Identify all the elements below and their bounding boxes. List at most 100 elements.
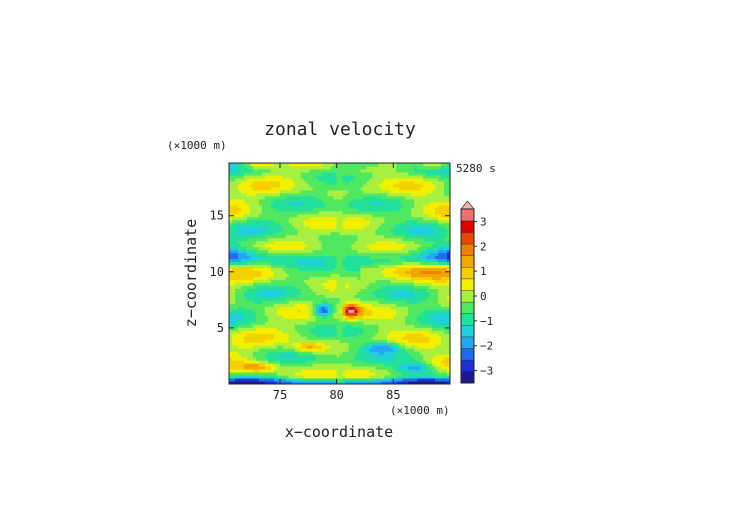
- heatmap-cell: [315, 360, 320, 364]
- heatmap-cell: [342, 207, 346, 212]
- heatmap-cell: [246, 195, 251, 200]
- heatmap-cell: [369, 297, 373, 301]
- heatmap-cell: [387, 297, 391, 301]
- heatmap-cell: [348, 285, 352, 289]
- heatmap-cell: [276, 291, 281, 295]
- heatmap-cell: [229, 192, 233, 197]
- heatmap-cell: [369, 351, 373, 355]
- heatmap-cell: [408, 252, 412, 257]
- heatmap-cell: [417, 264, 421, 269]
- heatmap-cell: [357, 300, 361, 304]
- heatmap-cell: [351, 333, 355, 337]
- heatmap-cell: [261, 294, 266, 298]
- heatmap-cell: [408, 288, 412, 292]
- heatmap-cell: [405, 345, 409, 349]
- heatmap-cell: [294, 201, 299, 206]
- heatmap-cell: [405, 372, 409, 376]
- heatmap-cell: [339, 189, 343, 194]
- heatmap-cell: [426, 330, 430, 334]
- heatmap-cell: [252, 345, 257, 349]
- heatmap-cell: [279, 369, 284, 373]
- heatmap-cell: [273, 327, 278, 331]
- heatmap-cell: [387, 282, 391, 286]
- heatmap-cell: [441, 276, 445, 280]
- heatmap-cell: [291, 264, 296, 269]
- heatmap-cell: [243, 183, 248, 188]
- heatmap-cell: [429, 285, 433, 289]
- heatmap-cell: [432, 288, 436, 292]
- heatmap-cell: [276, 246, 281, 251]
- heatmap-cell: [366, 231, 370, 236]
- heatmap-cell: [414, 210, 418, 215]
- heatmap-cell: [285, 339, 290, 343]
- heatmap-cell: [366, 234, 370, 239]
- heatmap-cell: [240, 312, 245, 316]
- heatmap-cell: [330, 381, 335, 385]
- heatmap-cell: [294, 216, 299, 221]
- heatmap-cell: [432, 273, 436, 277]
- heatmap-cell: [402, 189, 406, 194]
- heatmap-cell: [282, 357, 287, 361]
- heatmap-cell: [327, 297, 332, 301]
- heatmap-cell: [375, 195, 379, 200]
- heatmap-cell: [270, 354, 275, 358]
- heatmap-cell: [282, 198, 287, 203]
- heatmap-cell: [387, 222, 391, 227]
- heatmap-cell: [429, 351, 433, 355]
- heatmap-cell: [366, 189, 370, 194]
- heatmap-cell: [363, 300, 367, 304]
- heatmap-cell: [270, 270, 275, 274]
- heatmap-cell: [315, 264, 320, 269]
- heatmap-cell: [339, 345, 343, 349]
- heatmap-cell: [255, 180, 260, 185]
- heatmap-cell: [354, 375, 358, 379]
- heatmap-cell: [300, 306, 305, 310]
- heatmap-cell: [360, 327, 364, 331]
- heatmap-cell: [378, 297, 382, 301]
- heatmap-cell: [381, 378, 385, 382]
- heatmap-cell: [240, 195, 245, 200]
- heatmap-cell: [378, 267, 382, 272]
- heatmap-cell: [306, 213, 311, 218]
- heatmap-cell: [273, 246, 278, 251]
- heatmap-cell: [357, 327, 361, 331]
- heatmap-cell: [285, 342, 290, 346]
- heatmap-cell: [276, 324, 281, 328]
- heatmap-cell: [426, 363, 430, 367]
- heatmap-cell: [399, 291, 403, 295]
- heatmap-cell: [285, 189, 290, 194]
- heatmap-cell: [309, 249, 314, 254]
- heatmap-cell: [426, 228, 430, 233]
- heatmap-cell: [396, 324, 400, 328]
- heatmap-cell: [264, 249, 269, 254]
- heatmap-cell: [408, 246, 412, 251]
- heatmap-cell: [417, 354, 421, 358]
- heatmap-cell: [294, 195, 299, 200]
- heatmap-cell: [264, 267, 269, 272]
- heatmap-cell: [354, 321, 358, 325]
- heatmap-cell: [369, 369, 373, 373]
- heatmap-cell: [390, 291, 394, 295]
- heatmap-cell: [384, 312, 388, 316]
- heatmap-cell: [255, 276, 260, 280]
- heatmap-cell: [342, 309, 346, 313]
- heatmap-cell: [327, 252, 332, 257]
- heatmap-cell: [342, 192, 346, 197]
- heatmap-cell: [405, 192, 409, 197]
- heatmap-cell: [354, 210, 358, 215]
- heatmap-cell: [411, 366, 415, 370]
- heatmap-cell: [357, 282, 361, 286]
- heatmap-cell: [396, 297, 400, 301]
- heatmap-cell: [258, 270, 263, 274]
- heatmap-cell: [435, 300, 439, 304]
- heatmap-cell: [351, 246, 355, 251]
- heatmap-cell: [279, 273, 284, 277]
- heatmap-cell: [363, 318, 367, 322]
- heatmap-cell: [411, 198, 415, 203]
- heatmap-cell: [300, 246, 305, 251]
- heatmap-cell: [447, 339, 451, 343]
- heatmap-cell: [246, 231, 251, 236]
- heatmap-cell: [309, 282, 314, 286]
- heatmap-cell: [417, 282, 421, 286]
- heatmap-cell: [429, 360, 433, 364]
